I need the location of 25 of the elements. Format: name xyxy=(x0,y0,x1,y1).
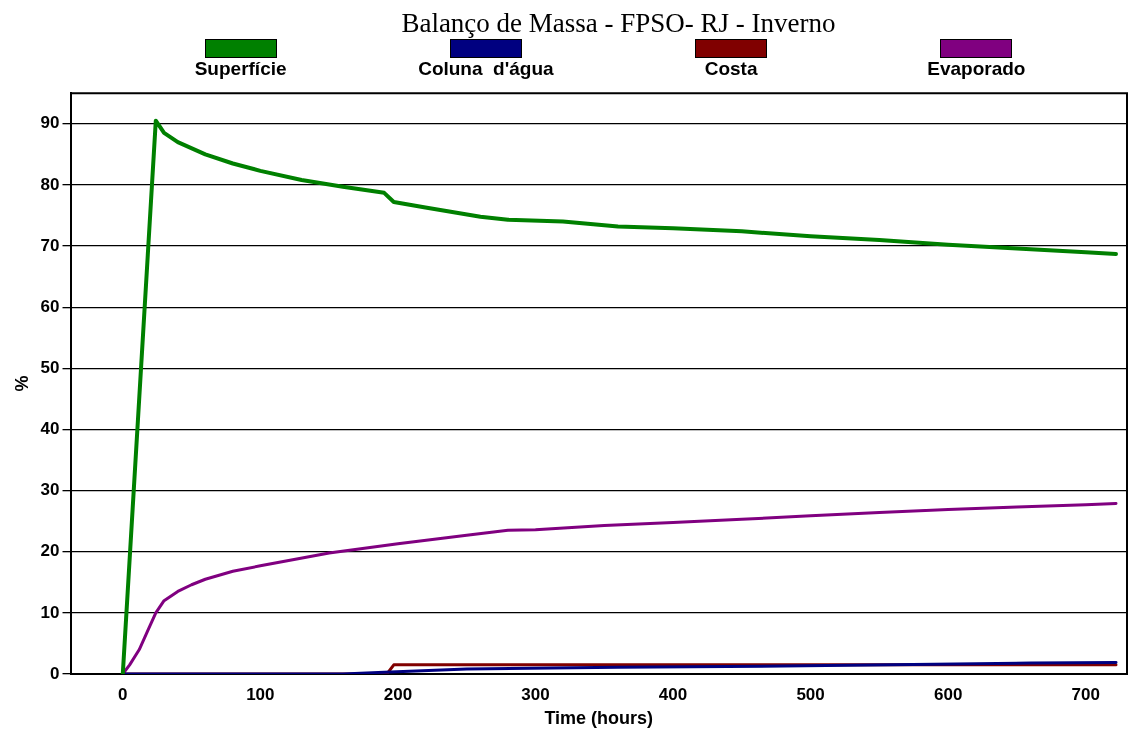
x-tick-label: 100 xyxy=(246,684,275,704)
y-tick-label: 70 xyxy=(40,235,60,255)
y-tick-label: 0 xyxy=(50,663,60,683)
x-tick-label: 700 xyxy=(1071,684,1100,704)
x-tick-label: 400 xyxy=(658,684,688,704)
x-tick-label: 200 xyxy=(383,684,413,704)
y-tick-label: 40 xyxy=(40,419,60,439)
legend-label: Costa xyxy=(704,58,758,80)
y-tick-label: 20 xyxy=(40,541,60,561)
legend-label: Evaporado xyxy=(927,58,1026,80)
y-tick-label: 10 xyxy=(40,602,60,622)
x-axis-title: Time (hours) xyxy=(544,708,654,729)
y-tick-label: 60 xyxy=(40,296,60,316)
x-tick-label: 500 xyxy=(796,684,825,704)
x-tick-label: 600 xyxy=(933,684,963,704)
x-tick-label: 300 xyxy=(521,684,550,704)
legend-label: Superfície xyxy=(194,58,287,80)
y-tick-label: 50 xyxy=(40,358,60,377)
y-tick-label: 90 xyxy=(40,113,60,133)
x-tick-label: 0 xyxy=(118,684,128,704)
chart-title: Balanço de Massa - FPSO- RJ - Inverno xyxy=(400,8,837,39)
y-tick-label: 30 xyxy=(40,480,60,500)
y-axis-title: % xyxy=(11,375,32,392)
y-tick-label: 80 xyxy=(40,174,60,194)
legend-label: Coluna d'água xyxy=(418,58,554,80)
